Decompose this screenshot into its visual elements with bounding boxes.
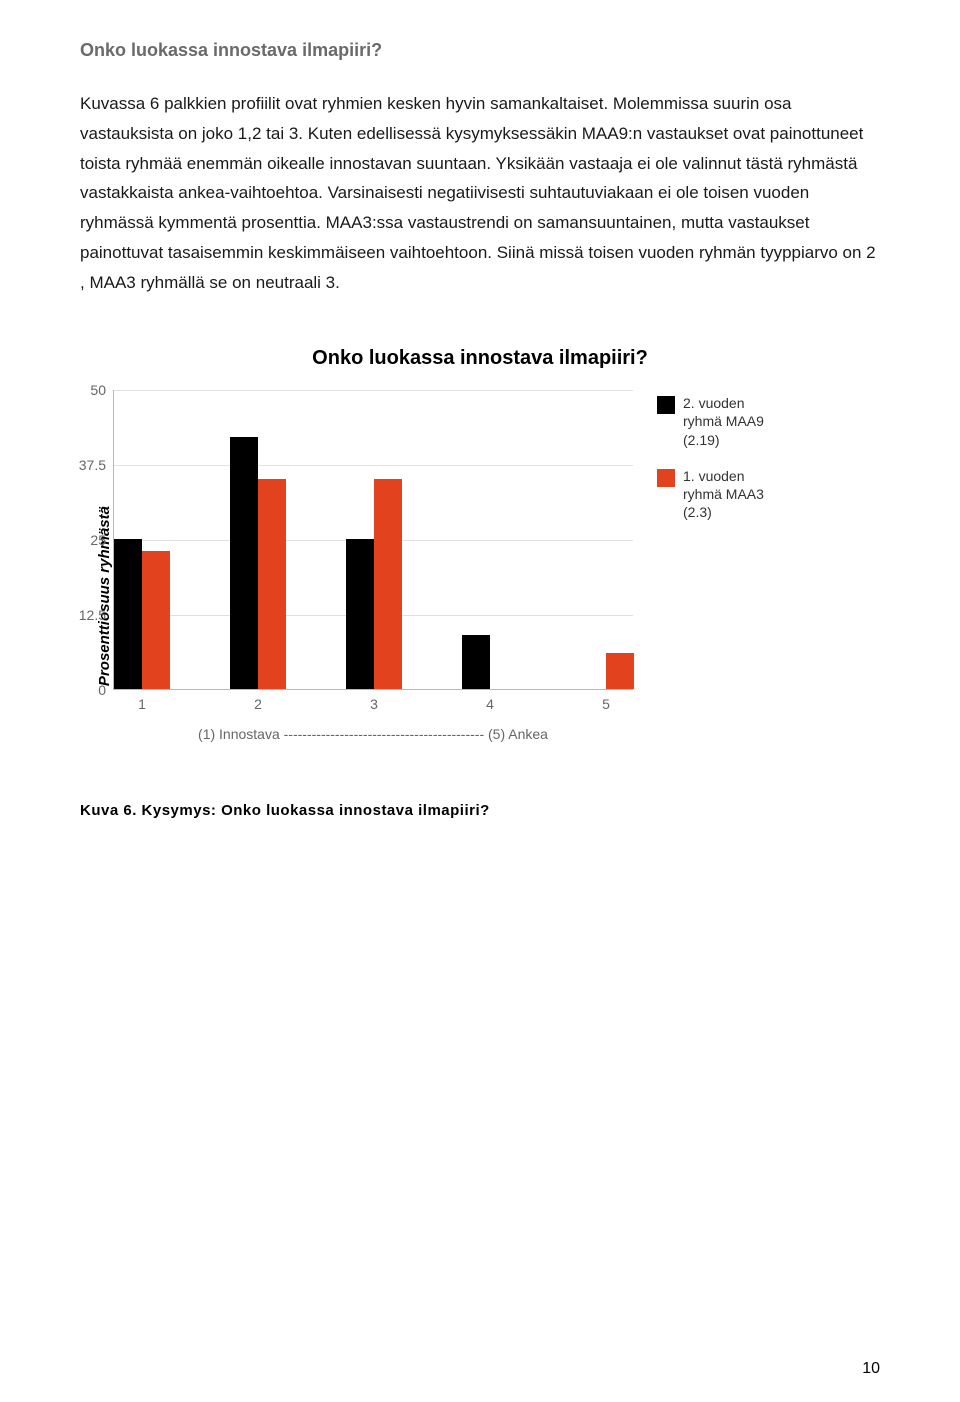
legend-label: 2. vuoden ryhmä MAA9 (2.19): [683, 394, 783, 449]
bar: [114, 539, 142, 689]
chart-container: Onko luokassa innostava ilmapiiri? Prose…: [90, 347, 870, 742]
bar: [346, 539, 374, 689]
bar: [374, 479, 402, 689]
bar: [142, 551, 170, 689]
plot-area: 012.52537.55012345: [113, 390, 633, 690]
plot-column: 012.52537.55012345 (1) Innostava -------…: [113, 390, 633, 742]
y-tick-label: 37.5: [62, 457, 106, 473]
page-number: 10: [862, 1360, 880, 1378]
bar: [606, 653, 634, 689]
chart-body: Prosenttiosuus ryhmästä 012.52537.550123…: [90, 390, 870, 742]
y-tick-label: 25: [62, 532, 106, 548]
legend-item: 1. vuoden ryhmä MAA3 (2.3): [657, 467, 783, 522]
bar: [462, 635, 490, 689]
y-tick-label: 12.5: [62, 607, 106, 623]
x-tick-label: 3: [370, 696, 378, 712]
legend-swatch: [657, 396, 675, 414]
x-tick-label: 5: [602, 696, 610, 712]
x-axis-sublabel: (1) Innostava --------------------------…: [113, 726, 633, 742]
bar: [258, 479, 286, 689]
legend: 2. vuoden ryhmä MAA9 (2.19) 1. vuoden ryh…: [633, 390, 783, 742]
section-heading: Onko luokassa innostava ilmapiiri?: [80, 40, 880, 61]
y-axis-label: Prosenttiosuus ryhmästä: [90, 446, 113, 686]
y-tick-label: 0: [62, 682, 106, 698]
legend-label: 1. vuoden ryhmä MAA3 (2.3): [683, 467, 783, 522]
gridline: [114, 390, 633, 391]
x-tick-label: 2: [254, 696, 262, 712]
body-paragraph: Kuvassa 6 palkkien profiilit ovat ryhmie…: [80, 89, 880, 297]
x-tick-label: 4: [486, 696, 494, 712]
bar: [230, 437, 258, 689]
chart-title: Onko luokassa innostava ilmapiiri?: [90, 347, 870, 370]
figure-caption: Kuva 6. Kysymys: Onko luokassa innostava…: [80, 802, 880, 819]
legend-swatch: [657, 469, 675, 487]
y-tick-label: 50: [62, 382, 106, 398]
legend-item: 2. vuoden ryhmä MAA9 (2.19): [657, 394, 783, 449]
x-tick-label: 1: [138, 696, 146, 712]
gridline: [114, 465, 633, 466]
